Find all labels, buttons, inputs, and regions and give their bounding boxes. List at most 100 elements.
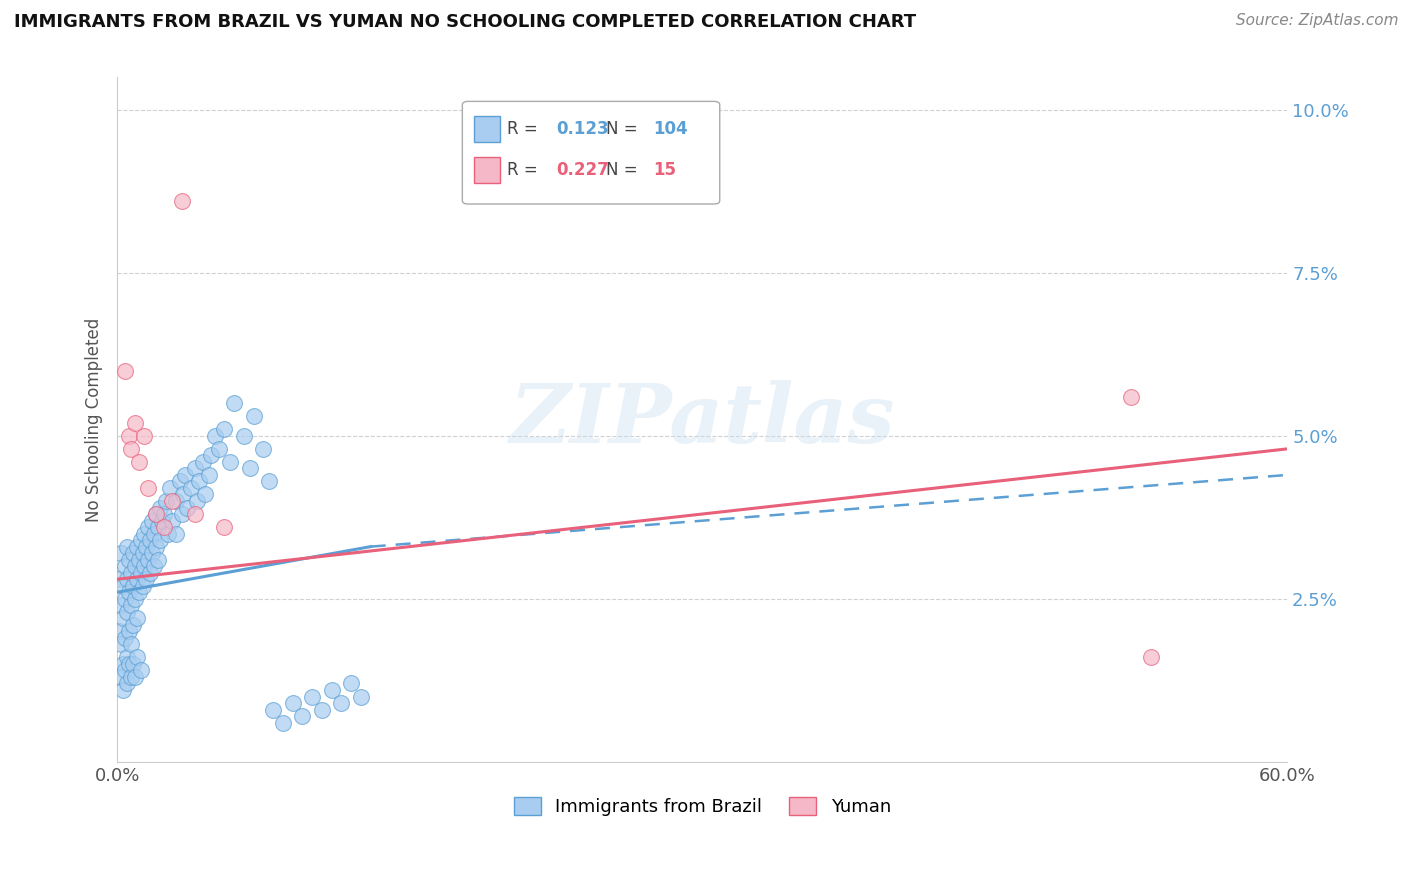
Point xyxy=(259,475,281,489)
Point xyxy=(141,546,163,560)
Point xyxy=(110,670,132,684)
Text: Source: ZipAtlas.com: Source: ZipAtlas.com xyxy=(1236,13,1399,29)
Point xyxy=(121,546,143,560)
Point xyxy=(110,546,132,560)
Point xyxy=(110,637,132,651)
Point xyxy=(200,449,222,463)
Point xyxy=(108,624,131,639)
FancyBboxPatch shape xyxy=(474,117,499,143)
Point xyxy=(153,520,176,534)
Text: 15: 15 xyxy=(652,161,676,179)
Point xyxy=(180,481,202,495)
Point xyxy=(170,194,193,209)
Point xyxy=(204,429,226,443)
Y-axis label: No Schooling Completed: No Schooling Completed xyxy=(86,318,103,522)
Point xyxy=(128,585,150,599)
Point xyxy=(124,591,146,606)
Point xyxy=(125,611,148,625)
Point xyxy=(155,494,177,508)
Point xyxy=(262,702,284,716)
Point xyxy=(291,709,314,723)
Point xyxy=(114,364,136,378)
Point xyxy=(138,481,160,495)
Point xyxy=(150,514,173,528)
Point xyxy=(120,566,142,580)
Point xyxy=(114,664,136,678)
Point xyxy=(112,683,135,698)
Point xyxy=(149,533,172,548)
Point xyxy=(330,696,353,710)
Point xyxy=(173,487,195,501)
Point xyxy=(194,487,217,501)
Point xyxy=(1121,390,1143,404)
FancyBboxPatch shape xyxy=(463,102,720,204)
Point xyxy=(146,520,169,534)
Text: R =: R = xyxy=(506,120,543,138)
Text: R =: R = xyxy=(506,161,543,179)
Point xyxy=(141,514,163,528)
Point xyxy=(125,540,148,554)
Point xyxy=(224,396,246,410)
FancyBboxPatch shape xyxy=(474,158,499,184)
Point xyxy=(120,637,142,651)
Point xyxy=(350,690,373,704)
Point xyxy=(129,533,152,548)
Point xyxy=(120,599,142,613)
Point xyxy=(165,494,187,508)
Point xyxy=(207,442,229,456)
Point xyxy=(143,559,166,574)
Point xyxy=(124,670,146,684)
Point xyxy=(311,702,333,716)
Point xyxy=(198,467,221,482)
Point xyxy=(134,429,156,443)
Point xyxy=(138,520,160,534)
Point xyxy=(160,514,183,528)
Point xyxy=(128,455,150,469)
Point xyxy=(129,664,152,678)
Point xyxy=(186,494,208,508)
Point xyxy=(165,526,187,541)
Point xyxy=(124,416,146,430)
Text: N =: N = xyxy=(606,161,643,179)
Point xyxy=(233,429,256,443)
Point xyxy=(131,579,153,593)
Point xyxy=(135,572,157,586)
Text: 0.123: 0.123 xyxy=(555,120,609,138)
Point xyxy=(118,429,141,443)
Point xyxy=(115,540,138,554)
Point xyxy=(156,526,179,541)
Point xyxy=(214,422,236,436)
Point xyxy=(112,657,135,671)
Point xyxy=(114,631,136,645)
Point xyxy=(170,507,193,521)
Point xyxy=(321,683,343,698)
Point xyxy=(153,507,176,521)
Point xyxy=(114,591,136,606)
Point xyxy=(115,572,138,586)
Point xyxy=(174,467,197,482)
Legend: Immigrants from Brazil, Yuman: Immigrants from Brazil, Yuman xyxy=(506,789,898,823)
Point xyxy=(191,455,214,469)
Point xyxy=(169,475,191,489)
Point xyxy=(131,546,153,560)
Point xyxy=(121,617,143,632)
Point xyxy=(145,507,167,521)
Point xyxy=(184,461,207,475)
Point xyxy=(121,579,143,593)
Point xyxy=(118,552,141,566)
Point xyxy=(219,455,242,469)
Point xyxy=(301,690,323,704)
Point xyxy=(120,670,142,684)
Point xyxy=(139,566,162,580)
Point xyxy=(115,650,138,665)
Point xyxy=(134,559,156,574)
Point xyxy=(125,650,148,665)
Point xyxy=(143,526,166,541)
Point xyxy=(271,715,294,730)
Point xyxy=(134,526,156,541)
Point xyxy=(214,520,236,534)
Point xyxy=(120,442,142,456)
Point xyxy=(159,481,181,495)
Point xyxy=(114,559,136,574)
Point xyxy=(118,585,141,599)
